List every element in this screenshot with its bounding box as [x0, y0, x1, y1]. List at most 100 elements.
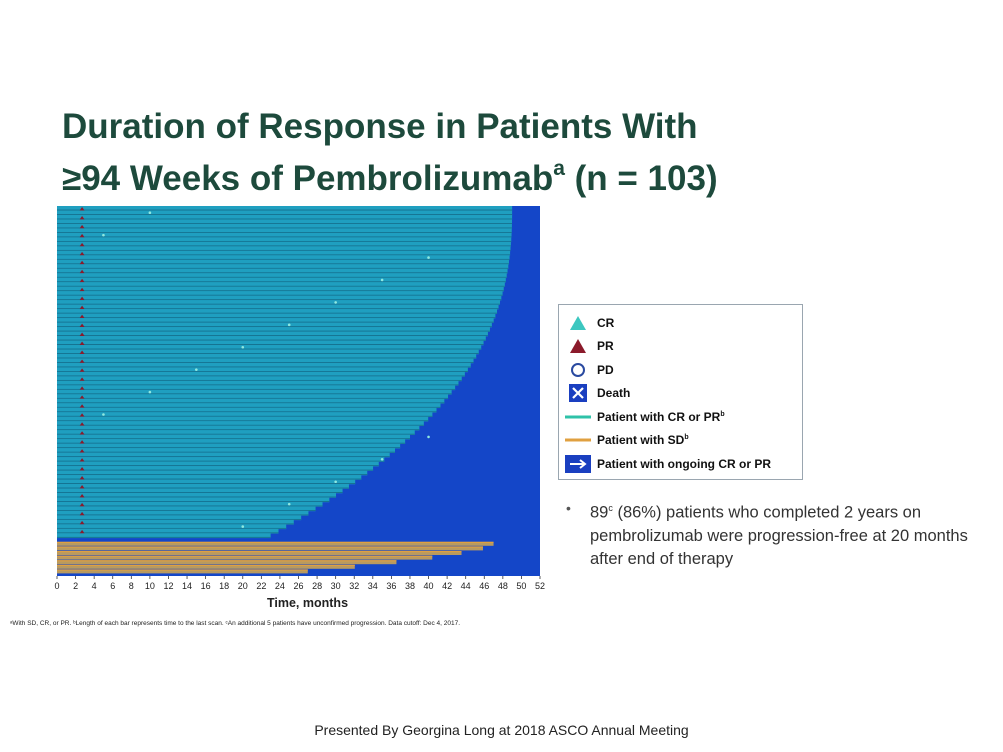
bar-cr-pr	[57, 273, 507, 279]
bar-separator	[57, 456, 390, 458]
bar-separator	[57, 371, 468, 372]
title-line-2-main: ≥94 Weeks of Pembrolizumab	[62, 159, 554, 198]
cr-marker	[427, 435, 430, 439]
x-tick-label: 16	[201, 581, 211, 591]
legend-footnote-marker: b	[684, 434, 689, 442]
bar-cr-pr	[57, 241, 511, 247]
legend-item: Death	[565, 382, 796, 406]
pr-marker	[79, 207, 85, 211]
bar-sd	[57, 560, 397, 565]
x-tick-label: 52	[535, 581, 545, 591]
pr-marker	[79, 404, 85, 408]
pr-marker	[79, 341, 85, 345]
bar-cr-pr	[57, 439, 406, 444]
pr-marker	[79, 511, 85, 516]
bar-cr-pr	[57, 380, 459, 386]
x-tick-label: 42	[442, 581, 452, 591]
bar-separator	[57, 451, 395, 453]
legend-footnote-marker: b	[720, 410, 725, 418]
bar-cr-pr	[57, 501, 323, 507]
bar-cr-pr	[57, 425, 420, 431]
bar-separator	[57, 438, 411, 440]
legend-label: Patient with ongoing CR or PR	[597, 456, 771, 471]
bar-separator	[57, 294, 503, 296]
legend-label: Patient with CR or PRb	[597, 409, 725, 424]
bar-cr-pr	[57, 510, 309, 516]
pr-marker	[79, 395, 85, 399]
bar-sd	[57, 569, 308, 574]
bar-separator	[57, 317, 496, 319]
bar-separator	[57, 536, 271, 538]
bar-sd	[57, 564, 355, 569]
bar-cr-pr	[57, 466, 374, 471]
legend-label: PD	[597, 362, 614, 377]
pr-marker	[79, 493, 85, 498]
pr-marker	[79, 529, 85, 534]
bar-cr-pr	[57, 291, 503, 296]
bar-cr-pr	[57, 457, 385, 462]
pr-marker	[79, 359, 85, 363]
bar-separator	[57, 249, 511, 251]
bar-sd	[57, 551, 462, 555]
pr-marker	[79, 269, 85, 274]
bar-cr-pr	[57, 443, 401, 449]
bar-cr-pr	[57, 497, 330, 503]
bar-separator	[57, 218, 513, 220]
x-tick-label: 26	[293, 581, 303, 591]
bar-separator	[57, 509, 316, 511]
line-icon	[565, 431, 591, 449]
bar-separator	[57, 335, 488, 337]
bar-sd-line	[57, 560, 397, 562]
bar-separator	[57, 276, 507, 278]
bar-separator	[57, 223, 513, 224]
bar-cr-pr	[57, 452, 390, 458]
bar-separator	[57, 263, 509, 265]
bar-cr-pr	[57, 461, 379, 467]
bar-cr-pr	[57, 313, 496, 319]
cr-marker	[148, 390, 152, 394]
bar-cr-pr	[57, 416, 429, 422]
bar-separator	[57, 357, 477, 359]
pr-marker	[79, 251, 85, 256]
bar-separator	[57, 254, 511, 256]
bar-separator	[57, 429, 420, 431]
bar-separator	[57, 353, 479, 354]
bar-cr-pr	[57, 255, 510, 261]
presented-by: Presented By Georgina Long at 2018 ASCO …	[314, 722, 689, 738]
cr-marker	[102, 413, 105, 416]
bar-separator	[57, 227, 512, 229]
legend-label: PR	[597, 339, 614, 354]
bar-separator	[57, 411, 437, 413]
bar-separator	[57, 527, 287, 529]
cr-marker	[334, 301, 337, 304]
bar-cr-pr	[57, 407, 437, 413]
x-tick-label: 36	[386, 581, 396, 591]
bar-cr-pr	[57, 492, 337, 498]
cr-marker	[148, 211, 152, 215]
bar-cr-pr	[57, 259, 509, 265]
pr-marker	[79, 278, 85, 283]
bar-separator	[57, 330, 490, 332]
bar-separator	[57, 232, 512, 233]
cr-marker	[241, 525, 245, 528]
x-tick-label: 38	[405, 581, 415, 591]
bar-cr-pr	[57, 528, 279, 534]
pr-marker	[79, 449, 85, 453]
bar-sd-line	[57, 546, 483, 548]
title-line-1: Duration of Response in Patients With	[62, 107, 698, 146]
bar-separator	[57, 214, 513, 215]
pr-marker	[79, 323, 85, 328]
bullet-dot-icon: •	[566, 500, 571, 516]
footnote: ᵃWith SD, CR, or PR. ᵇLength of each bar…	[10, 620, 461, 627]
bar-separator	[57, 532, 279, 534]
summary-bullet: • 89c (86%) patients who completed 2 yea…	[566, 497, 976, 571]
bar-separator	[57, 460, 385, 462]
triangle-icon	[565, 337, 591, 355]
legend-label: Patient with SDb	[597, 433, 689, 448]
bar-separator	[57, 402, 445, 404]
bar-sd-line	[57, 555, 433, 557]
bar-cr-pr	[57, 304, 499, 310]
bar-cr-pr	[57, 318, 494, 323]
bar-cr-pr	[57, 246, 511, 252]
bar-separator	[57, 267, 509, 269]
